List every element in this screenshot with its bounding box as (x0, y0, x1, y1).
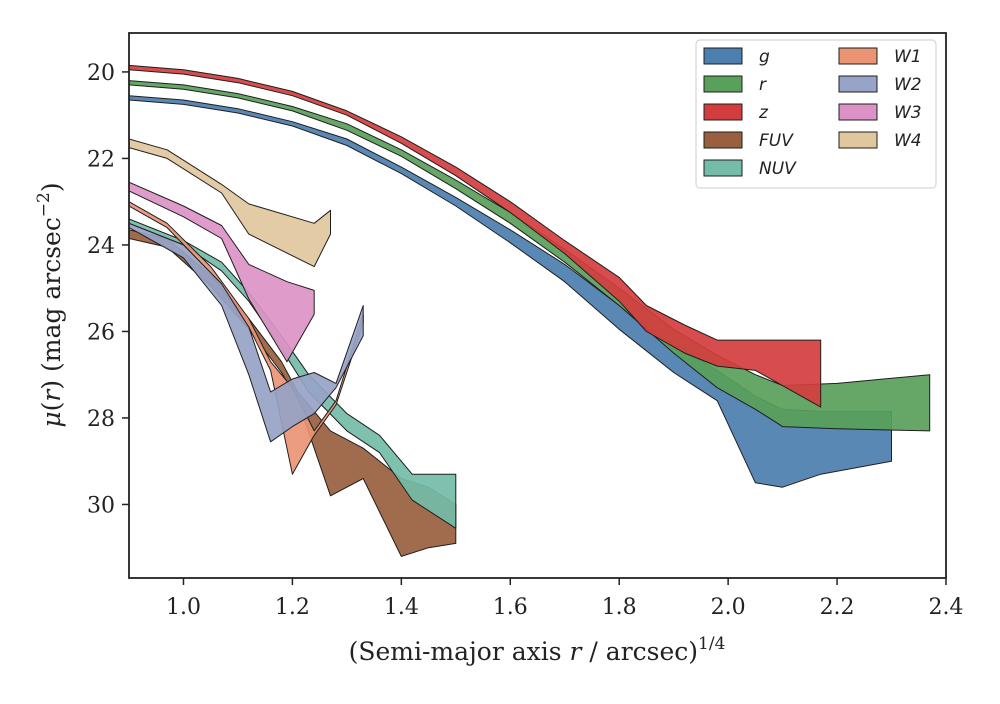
y-tick-label: 22 (87, 147, 115, 172)
legend-swatch-g (703, 47, 743, 65)
y-tick-label: 26 (87, 320, 115, 345)
x-tick-label: 1.8 (602, 595, 637, 620)
plot-frame (128, 32, 947, 579)
x-tick-label: 2.2 (820, 595, 855, 620)
band-W2 (129, 222, 364, 443)
series-bands (129, 64, 931, 557)
y-axis-label-open: ( (37, 402, 66, 412)
legend-swatch-W3 (838, 103, 878, 121)
legend-label-W4: W4 (894, 131, 922, 151)
legend-label-W2: W2 (894, 75, 922, 95)
y-tick-label: 28 (87, 407, 115, 432)
legend-swatch-W4 (838, 131, 878, 149)
band-W4 (129, 138, 331, 268)
y-axis-label-close: ) (mag arcsec (37, 217, 66, 390)
x-tick-label: 1.0 (166, 595, 201, 620)
legend-swatch-z (703, 103, 743, 121)
x-tick-label: 1.4 (384, 595, 419, 620)
x-tick-label: 1.6 (493, 595, 528, 620)
x-tick-label: 2.0 (711, 595, 746, 620)
band-r (129, 80, 931, 432)
legend-swatch-FUV (703, 131, 743, 149)
legend-label-NUV: NUV (759, 159, 797, 179)
y-axis-label-var: r (37, 388, 66, 402)
legend-label-W1: W1 (894, 47, 922, 67)
y-axis-label-end: ) (37, 182, 66, 192)
legend-swatch-r (703, 75, 743, 93)
legend-label-r: r (759, 75, 767, 95)
legend-swatch-W1 (838, 47, 878, 65)
y-tick-label: 20 (87, 61, 115, 86)
legend: grz FUV NUV W1 W2 W3 W4 (695, 39, 937, 189)
legend-label-FUV: FUV (759, 131, 794, 151)
x-tick-label: 1.2 (275, 595, 310, 620)
y-axis-label: μ(r) (mag arcsec−2) (34, 182, 66, 427)
legend-swatch-NUV (703, 159, 743, 177)
band-W3 (129, 181, 315, 363)
x-axis-label-pre: (Semi-major axis (349, 637, 570, 666)
x-axis-label: (Semi-major axis r / arcsec)1/4 (349, 634, 726, 666)
legend-swatch-W2 (838, 75, 878, 93)
legend-label-W3: W3 (894, 103, 922, 123)
x-axis-label-sup: 1/4 (698, 634, 725, 654)
legend-label-z: z (758, 103, 769, 123)
x-tick-label: 2.4 (929, 595, 964, 620)
y-axis: 20 22 24 26 28 30 (87, 61, 129, 518)
y-tick-label: 24 (87, 234, 115, 259)
x-axis: 1.0 1.2 1.4 1.6 1.8 2.0 2.2 2.4 (166, 578, 964, 620)
y-axis-label-sup: −2 (34, 192, 54, 217)
y-axis-label-mu: μ (37, 411, 66, 427)
x-axis-label-post: / arcsec) (581, 637, 698, 666)
band-NUV (129, 218, 457, 529)
y-tick-label: 30 (87, 493, 115, 518)
legend-label-g: g (759, 47, 770, 67)
band-z (129, 64, 822, 408)
x-axis-label-var: r (570, 637, 584, 666)
band-g (129, 95, 892, 488)
